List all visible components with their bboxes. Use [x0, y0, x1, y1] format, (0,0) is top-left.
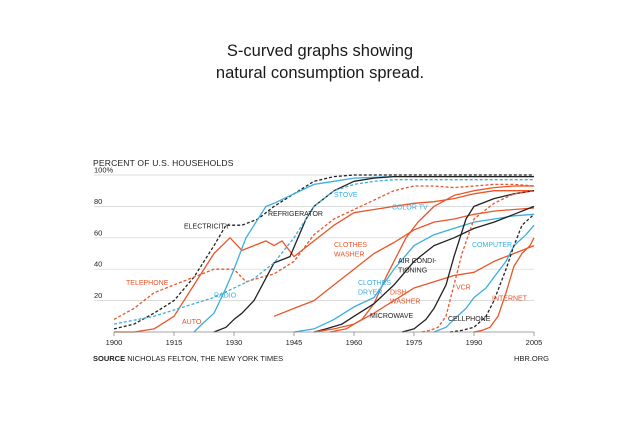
y-tick-label: 20 [94, 291, 102, 300]
x-tick-label: 1960 [346, 338, 363, 347]
series-line-vcr [421, 190, 535, 333]
series-line-dishwasher [313, 244, 535, 333]
series-label: RADIO [214, 292, 237, 299]
series-label: AUTO [182, 319, 202, 326]
series-line-computer [433, 224, 535, 333]
x-tick-label: 1945 [286, 338, 303, 347]
series-label: TELEPHONE [126, 280, 169, 287]
x-tick-label: 1915 [166, 338, 183, 347]
y-tick-label: 40 [94, 260, 102, 269]
series-label: DISH- [390, 289, 410, 296]
series-line-clothes-washer [273, 207, 535, 317]
series-lines [113, 174, 535, 333]
axes: 100% 80 60 40 20 1900 1915 1930 1945 1960 1975 1990… [94, 166, 542, 348]
series-line-refrigerator [213, 175, 534, 333]
source-label: SOURCE [93, 354, 126, 363]
series-label: CLOTHES [358, 280, 391, 287]
series-label: DRYER [358, 289, 382, 296]
series-line-cellphone [449, 213, 535, 333]
series-label: REFRIGERATOR [268, 211, 323, 218]
series-label: COLOR TV [392, 205, 428, 212]
series-label: WASHER [334, 252, 364, 259]
series-line-air-conditioning [313, 205, 535, 333]
series-label: CELLPHONE [448, 316, 491, 323]
series-label: MICROWAVE [370, 313, 413, 320]
series-line-internet [473, 237, 535, 333]
y-tick-label: 100% [94, 166, 114, 175]
series-label: STOVE [334, 192, 358, 199]
series-line-electricity [113, 174, 534, 330]
x-tick-label: 2005 [526, 338, 543, 347]
x-tick-label: 1975 [406, 338, 423, 347]
x-tick-label: 1900 [106, 338, 123, 347]
title-line-1: S-curved graphs showing [226, 42, 414, 60]
series-label: VCR [456, 285, 471, 292]
series-line-stove [113, 179, 534, 325]
series-label: CLOTHES [334, 242, 367, 249]
series-label: ELECTRICITY [184, 223, 230, 230]
series-label: COMPUTER [472, 242, 512, 249]
series-line-radio [193, 175, 534, 333]
y-tick-label: 60 [94, 228, 102, 237]
page-title: S-curved graphs showing natural consumpt… [0, 40, 640, 84]
y-axis-title: PERCENT OF U.S. HOUSEHOLDS [93, 158, 234, 168]
series-label: INTERNET [492, 296, 528, 303]
series-label: WASHER [390, 299, 420, 306]
series-line-telephone [113, 183, 535, 320]
y-tick-label: 80 [94, 197, 102, 206]
title-line-2: natural consumption spread. [215, 64, 425, 82]
x-tick-label: 1930 [226, 338, 243, 347]
series-labels: ELECTRICITY REFRIGERATOR STOVE COLOR TV CLOT… [126, 192, 528, 326]
series-label: AIR CONDI- [398, 258, 437, 265]
source-text: NICHOLAS FELTON, THE NEW YORK TIMES [127, 354, 284, 363]
series-line-color-tv [329, 185, 534, 333]
series-line-clothes-dryer [293, 213, 535, 333]
source-note: SOURCE NICHOLAS FELTON, THE NEW YORK TIM… [93, 354, 283, 363]
x-tick-label: 1990 [466, 338, 483, 347]
brand-mark: HBR.ORG [513, 354, 549, 363]
series-line-microwave [401, 190, 535, 333]
series-label: TIONING [398, 267, 427, 274]
series-line-auto [114, 190, 534, 333]
